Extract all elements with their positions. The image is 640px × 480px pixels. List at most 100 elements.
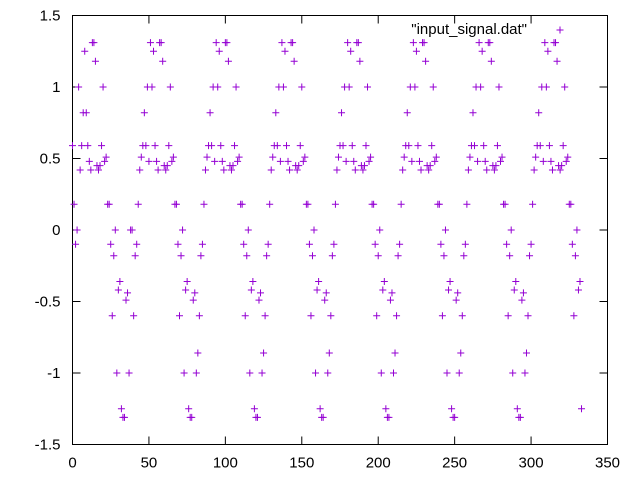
data-point (571, 252, 579, 260)
data-point (157, 39, 165, 47)
data-point (249, 277, 257, 285)
data-point (85, 157, 93, 165)
data-point (78, 142, 86, 150)
data-point (463, 200, 471, 208)
data-point (544, 47, 552, 55)
data-point (185, 405, 193, 413)
data-point (111, 226, 119, 234)
data-point (105, 200, 113, 208)
data-point (102, 153, 110, 161)
data-point (445, 286, 453, 294)
data-point (576, 277, 584, 285)
data-point (359, 166, 367, 174)
data-point (153, 157, 161, 165)
data-point (304, 200, 312, 208)
x-tick-label: 150 (289, 455, 314, 472)
data-point (324, 369, 332, 377)
data-point (400, 153, 408, 161)
data-point (183, 277, 191, 285)
data-point (481, 157, 489, 165)
data-point (281, 47, 289, 55)
data-point (501, 200, 509, 208)
data-point (322, 289, 330, 297)
data-point (165, 142, 173, 150)
data-point (342, 157, 350, 165)
data-point (261, 312, 269, 320)
data-point (397, 200, 405, 208)
data-point (227, 166, 235, 174)
data-point (257, 289, 265, 297)
data-point (507, 226, 515, 234)
data-point (290, 57, 298, 65)
data-point (174, 240, 182, 248)
data-point (370, 200, 378, 208)
data-point (559, 142, 567, 150)
data-point (124, 289, 132, 297)
legend: "input_signal.dat" (411, 21, 564, 38)
data-point (552, 39, 560, 47)
data-point (561, 83, 569, 91)
data-point (325, 349, 333, 357)
data-point (289, 39, 297, 47)
data-point (308, 252, 316, 260)
data-point (428, 142, 436, 150)
data-point (234, 157, 242, 165)
data-point (108, 312, 116, 320)
data-point (267, 166, 275, 174)
data-point (562, 157, 570, 165)
data-point (197, 252, 205, 260)
data-point (529, 200, 537, 208)
data-point (503, 240, 511, 248)
data-point (189, 296, 197, 304)
data-point (541, 39, 549, 47)
data-point (327, 312, 335, 320)
data-point (269, 153, 277, 161)
data-point (82, 109, 90, 117)
data-point (564, 153, 572, 161)
x-tick-label: 250 (442, 455, 467, 472)
data-point (194, 349, 202, 357)
data-point (475, 39, 483, 47)
plot-frame (72, 15, 608, 445)
data-point (334, 153, 342, 161)
data-point (526, 252, 534, 260)
data-point (373, 312, 381, 320)
data-point (417, 166, 425, 174)
data-point (238, 200, 246, 208)
data-point (229, 162, 237, 170)
data-point (376, 226, 384, 234)
data-point (542, 83, 550, 91)
data-point (512, 277, 520, 285)
data-point (195, 312, 203, 320)
data-point (162, 166, 170, 174)
data-point (348, 142, 356, 150)
data-point (255, 296, 263, 304)
data-point (258, 369, 266, 377)
y-tick-label: 1.5 (40, 8, 61, 25)
data-point (276, 157, 284, 165)
data-point (321, 296, 329, 304)
data-point (87, 166, 95, 174)
data-point (394, 252, 402, 260)
y-tick-label: -0.5 (35, 294, 61, 311)
x-tick-label: 350 (595, 455, 620, 472)
data-point (98, 142, 106, 150)
data-point (266, 200, 274, 208)
data-point (232, 83, 240, 91)
data-point (134, 200, 142, 208)
data-point (480, 142, 488, 150)
data-point (231, 142, 239, 150)
data-point (490, 166, 498, 174)
data-point (377, 369, 385, 377)
data-point (539, 157, 547, 165)
data-point (217, 142, 225, 150)
legend-marker (556, 26, 564, 34)
data-point (497, 157, 504, 165)
data-point (120, 413, 128, 421)
data-point (313, 286, 321, 294)
data-point (284, 157, 292, 165)
data-point (513, 405, 521, 413)
data-point (415, 157, 423, 165)
data-series (69, 39, 586, 421)
